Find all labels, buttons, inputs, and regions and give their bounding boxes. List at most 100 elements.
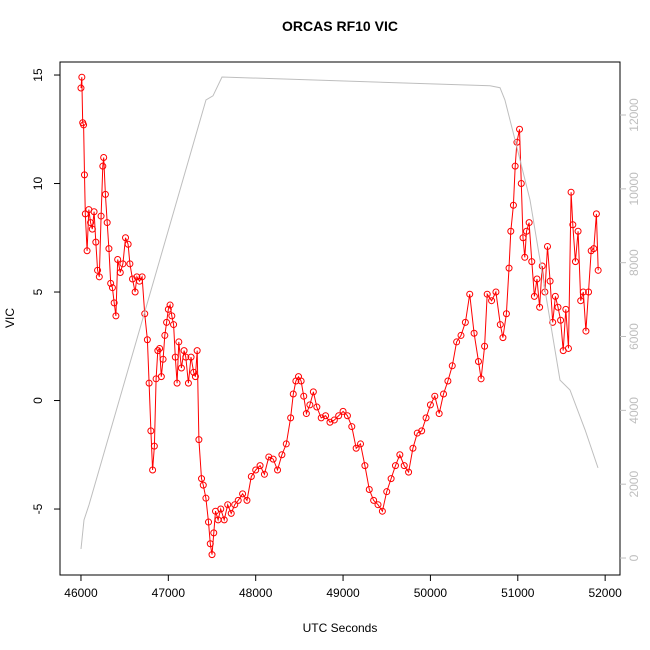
y-tick-label: 10 (31, 177, 45, 191)
data-point (234, 496, 242, 504)
data-point (343, 412, 351, 420)
data-point (444, 377, 452, 385)
data-point (224, 501, 232, 509)
data-point (131, 288, 139, 296)
data-point (564, 344, 572, 352)
data-point (182, 353, 190, 361)
data-point (282, 440, 290, 448)
data-point (530, 292, 538, 300)
data-point (562, 305, 570, 313)
data-point (198, 475, 206, 483)
data-point (505, 264, 513, 272)
y2-tick-label: 12000 (627, 98, 641, 132)
data-point (361, 462, 369, 470)
data-point (525, 219, 533, 227)
data-point (567, 188, 575, 196)
data-point (519, 234, 527, 242)
data-point (335, 412, 343, 420)
data-point (95, 273, 103, 281)
data-point (103, 219, 111, 227)
data-point (210, 529, 218, 537)
y2-tick-label: 2000 (627, 471, 641, 498)
data-point (164, 305, 172, 313)
y2-tick-label: 10000 (627, 172, 641, 206)
data-point (594, 266, 602, 274)
data-point (571, 258, 579, 266)
data-point (378, 507, 386, 515)
data-point (309, 388, 317, 396)
data-point (507, 227, 515, 235)
data-point (326, 418, 334, 426)
data-point (435, 410, 443, 418)
data-point (161, 331, 169, 339)
data-point (159, 355, 167, 363)
data-point (431, 392, 439, 400)
data-point (492, 288, 500, 296)
data-point (149, 466, 157, 474)
data-point (217, 505, 225, 513)
data-point (163, 318, 171, 326)
data-point (339, 407, 347, 415)
y-axis-label: VIC (3, 308, 17, 328)
data-point (80, 121, 88, 129)
data-point (190, 368, 198, 376)
data-point (112, 312, 120, 320)
data-point (549, 318, 557, 326)
data-point (551, 292, 559, 300)
y2-tick-label: 0 (627, 554, 641, 561)
data-point (170, 321, 178, 329)
data-point (413, 429, 421, 437)
data-point (175, 338, 183, 346)
data-point (592, 210, 600, 218)
data-point (289, 390, 297, 398)
data-point (461, 318, 469, 326)
data-point (77, 84, 85, 92)
data-point (87, 219, 95, 227)
data-point (287, 414, 295, 422)
data-point (119, 260, 127, 268)
x-tick-label: 46000 (64, 586, 98, 600)
data-point (80, 171, 88, 179)
data-point (521, 253, 529, 261)
data-point (247, 472, 255, 480)
data-point (330, 416, 338, 424)
data-point (533, 275, 541, 283)
data-point (108, 284, 116, 292)
data-point (348, 423, 356, 431)
data-point (422, 414, 430, 422)
y-tick-label: -5 (31, 503, 45, 514)
data-point (523, 227, 531, 235)
data-point (511, 162, 519, 170)
data-point (166, 301, 174, 309)
data-point (81, 210, 89, 218)
data-point (546, 277, 554, 285)
data-point (156, 344, 164, 352)
data-point (383, 488, 391, 496)
data-point (114, 255, 122, 263)
x-tick-label: 52000 (588, 586, 622, 600)
data-point (488, 297, 496, 305)
data-point (187, 353, 195, 361)
data-point (184, 379, 192, 387)
data-point (483, 290, 491, 298)
data-point (579, 288, 587, 296)
y2-tick-label: 4000 (627, 397, 641, 424)
data-point (569, 221, 577, 229)
data-point (124, 240, 132, 248)
data-point (405, 468, 413, 476)
data-point (227, 509, 235, 517)
data-point (107, 279, 115, 287)
data-point (83, 247, 91, 255)
data-point (387, 475, 395, 483)
data-point (126, 260, 134, 268)
data-point (171, 353, 179, 361)
data-point (195, 436, 203, 444)
data-point (418, 427, 426, 435)
data-point (202, 494, 210, 502)
series-line (80, 77, 599, 555)
data-point (400, 462, 408, 470)
chart-title: ORCAS RF10 VIC (282, 18, 398, 34)
data-point (470, 329, 478, 337)
